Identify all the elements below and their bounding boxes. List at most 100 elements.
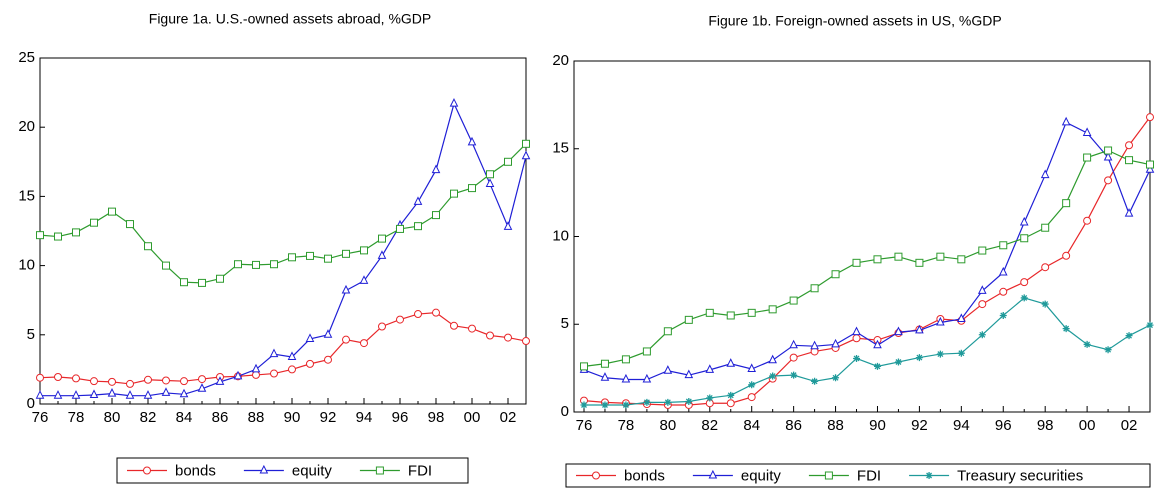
marker <box>288 365 296 374</box>
marker <box>126 220 134 229</box>
marker <box>270 260 278 269</box>
marker <box>252 370 260 379</box>
marker <box>852 334 861 343</box>
marker <box>664 398 672 406</box>
marker <box>259 464 269 474</box>
marker <box>324 355 332 364</box>
marker <box>90 377 98 386</box>
marker <box>601 401 609 409</box>
marker <box>1019 216 1029 226</box>
marker <box>107 388 117 397</box>
marker <box>824 471 833 480</box>
x-tick-label: 96 <box>392 409 409 426</box>
marker <box>342 249 350 258</box>
marker <box>936 316 945 326</box>
marker <box>592 471 600 480</box>
marker <box>978 300 987 309</box>
marker <box>747 393 756 402</box>
marker <box>769 372 777 380</box>
legend-label: equity <box>292 462 333 479</box>
marker <box>726 358 736 367</box>
marker <box>1125 156 1134 165</box>
marker <box>873 255 882 264</box>
marker <box>643 398 651 406</box>
marker <box>1145 164 1155 173</box>
x-tick-label: 02 <box>500 409 517 426</box>
marker <box>978 246 987 255</box>
marker <box>432 211 440 220</box>
marker <box>853 354 861 362</box>
marker <box>306 359 314 368</box>
marker <box>486 170 494 179</box>
marker <box>324 254 332 263</box>
marker <box>126 379 134 388</box>
marker <box>663 365 673 374</box>
marker <box>396 224 404 233</box>
marker <box>1146 160 1154 169</box>
x-tick-label: 76 <box>576 417 593 434</box>
marker <box>468 184 476 193</box>
x-tick-label: 92 <box>911 417 928 434</box>
x-tick-label: 78 <box>68 409 85 426</box>
marker <box>522 337 530 346</box>
x-tick-label: 98 <box>428 409 445 426</box>
legend-label: FDI <box>857 467 881 484</box>
marker <box>1062 251 1071 260</box>
plot-frame <box>573 60 1151 413</box>
marker <box>1146 321 1154 329</box>
marker <box>431 164 441 174</box>
y-tick-label: 0 <box>561 403 569 420</box>
marker <box>53 390 63 399</box>
marker <box>375 466 384 475</box>
marker <box>468 324 476 333</box>
marker <box>360 246 368 255</box>
marker <box>978 331 986 339</box>
marker <box>1040 169 1050 179</box>
marker <box>198 375 206 384</box>
legend-box <box>565 463 1151 488</box>
marker <box>71 390 81 399</box>
marker <box>360 339 368 348</box>
marker <box>894 326 903 336</box>
x-tick-label: 00 <box>1079 417 1096 434</box>
marker <box>832 374 840 382</box>
marker <box>726 399 735 408</box>
marker <box>486 331 494 340</box>
marker <box>789 353 798 362</box>
x-tick-label: 86 <box>785 417 802 434</box>
marker <box>580 362 588 371</box>
y-tick-label: 20 <box>552 52 569 69</box>
marker <box>378 322 386 331</box>
x-tick-label: 90 <box>284 409 301 426</box>
y-tick-label: 0 <box>27 395 35 412</box>
marker <box>810 284 819 293</box>
y-tick-label: 15 <box>18 187 35 204</box>
marker <box>144 375 152 384</box>
x-tick-label: 98 <box>1037 417 1054 434</box>
marker <box>894 358 902 366</box>
marker <box>999 287 1008 296</box>
marker <box>270 369 278 378</box>
x-tick-label: 86 <box>212 409 229 426</box>
marker <box>873 339 882 349</box>
marker <box>72 228 80 237</box>
marker <box>377 250 387 259</box>
y-tick-label: 20 <box>18 118 35 135</box>
marker <box>957 255 966 264</box>
marker <box>747 363 757 373</box>
marker <box>378 234 386 243</box>
marker <box>999 311 1007 319</box>
marker <box>663 327 672 336</box>
marker <box>936 252 945 261</box>
chart-title: Figure 1a. U.S.-owned assets abroad, %GD… <box>149 11 431 27</box>
marker <box>233 370 243 380</box>
marker <box>180 278 188 287</box>
marker <box>831 338 840 348</box>
marker <box>852 326 861 336</box>
x-tick-label: 76 <box>32 409 49 426</box>
y-tick-label: 10 <box>18 257 35 274</box>
marker <box>727 391 735 399</box>
marker <box>621 373 631 383</box>
marker <box>708 469 718 479</box>
